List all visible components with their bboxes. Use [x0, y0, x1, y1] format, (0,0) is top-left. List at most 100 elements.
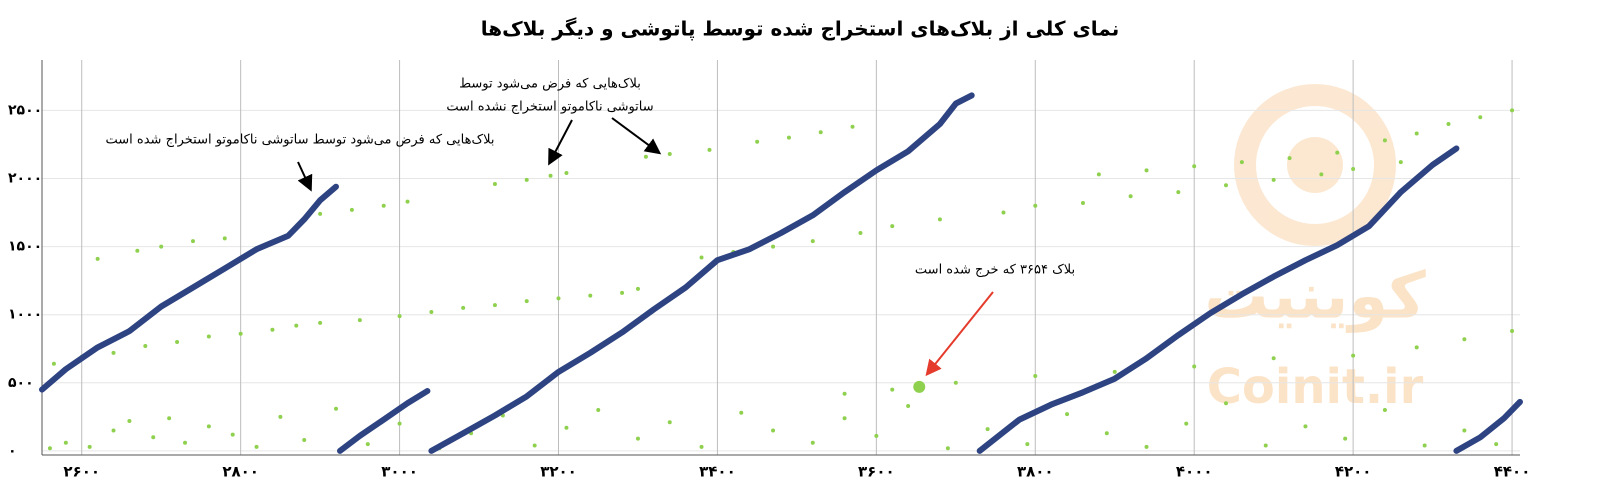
- data-point: [1104, 431, 1109, 436]
- data-point: [175, 339, 180, 344]
- annotation: بلاک‌هایی که فرض می‌شود توسط: [459, 77, 641, 92]
- annotation-arrow: [297, 161, 313, 192]
- data-point: [906, 403, 911, 408]
- data-point: [1223, 183, 1228, 188]
- data-point: [1033, 203, 1038, 208]
- data-point: [771, 428, 776, 433]
- data-point: [1494, 442, 1499, 447]
- data-point: [1446, 122, 1451, 127]
- data-point: [1462, 337, 1467, 342]
- data-point: [1335, 150, 1340, 155]
- data-point: [230, 432, 235, 437]
- y-tick-label: ۲۰۰۰: [8, 171, 42, 187]
- data-point: [294, 323, 299, 328]
- data-point: [937, 217, 942, 222]
- data-point: [1128, 194, 1133, 199]
- data-point: [1382, 408, 1387, 413]
- data-point: [667, 151, 672, 156]
- data-point: [842, 391, 847, 396]
- data-point: [1462, 428, 1467, 433]
- data-point: [1184, 421, 1189, 426]
- data-point: [945, 446, 950, 451]
- data-point: [524, 299, 529, 304]
- data-point: [63, 440, 68, 445]
- x-tick-label: ۴۲۰۰: [1335, 463, 1372, 481]
- annotation-arrow: [548, 119, 573, 166]
- data-point: [858, 230, 863, 235]
- x-tick-label: ۲۶۰۰: [63, 463, 100, 481]
- data-point: [556, 296, 561, 301]
- y-tick-label: ۱۵۰۰: [8, 239, 42, 255]
- data-point: [739, 410, 744, 415]
- data-point: [548, 173, 553, 178]
- data-point: [953, 380, 958, 385]
- x-tick-label: ۳۰۰۰: [381, 463, 418, 481]
- data-point: [1192, 364, 1197, 369]
- data-point: [1414, 345, 1419, 350]
- data-point: [349, 207, 354, 212]
- data-point: [810, 239, 815, 244]
- data-point: [405, 199, 410, 204]
- data-point: [238, 331, 243, 336]
- data-point: [397, 314, 402, 319]
- x-tick-label: ۳۲۰۰: [540, 463, 577, 481]
- data-point: [771, 244, 776, 249]
- data-point: [111, 428, 116, 433]
- data-point: [1176, 190, 1181, 195]
- x-tick-label: ۲۸۰۰: [222, 463, 259, 481]
- data-point: [1192, 164, 1197, 169]
- data-point: [111, 350, 116, 355]
- data-point: [564, 171, 569, 176]
- watermark-logo: [1234, 84, 1396, 246]
- data-point: [810, 440, 815, 445]
- data-point: [278, 414, 283, 419]
- data-point: [87, 444, 92, 449]
- data-point: [1080, 201, 1085, 206]
- data-point: [635, 286, 640, 291]
- watermark: Coinit.ir: [1207, 359, 1424, 415]
- data-point: [635, 436, 640, 441]
- data-point: [1510, 108, 1515, 113]
- data-point: [1510, 329, 1515, 334]
- data-point: [1271, 356, 1276, 361]
- data-point: [1025, 442, 1030, 447]
- data-point: [842, 416, 847, 421]
- data-point: [1398, 160, 1403, 165]
- x-tick-label: ۳۶۰۰: [858, 463, 895, 481]
- data-point: [95, 256, 100, 261]
- data-point: [183, 440, 188, 445]
- y-tick-label: ۰: [8, 443, 17, 459]
- data-point: [1239, 160, 1244, 165]
- data-point: [1287, 156, 1292, 161]
- data-point: [492, 181, 497, 186]
- data-point: [1422, 443, 1427, 448]
- y-tick-label: ۵۰۰: [8, 375, 34, 391]
- data-point: [1096, 172, 1101, 177]
- data-point: [1303, 424, 1308, 429]
- data-point: [357, 318, 362, 323]
- data-point: [1382, 138, 1387, 143]
- data-point: [127, 418, 132, 423]
- data-point: [1112, 369, 1117, 374]
- data-point: [1001, 210, 1006, 215]
- data-point: [1351, 166, 1356, 171]
- data-point: [429, 309, 434, 314]
- data-point: [270, 327, 275, 332]
- data-point: [1478, 115, 1483, 120]
- data-point: [381, 203, 386, 208]
- annotation-arrow: [925, 291, 994, 377]
- data-point: [699, 255, 704, 260]
- data-point: [47, 446, 52, 451]
- data-point: [254, 444, 259, 449]
- data-point: [397, 421, 402, 426]
- data-point: [1263, 443, 1268, 448]
- x-tick-label: ۳۸۰۰: [1017, 463, 1054, 481]
- data-point: [755, 139, 760, 144]
- data-point: [318, 211, 323, 216]
- data-point: [143, 344, 148, 349]
- data-point: [1033, 374, 1038, 378]
- data-point: [1065, 412, 1070, 417]
- annotation: بلاک‌هایی که فرض می‌شود توسط ساتوشی ناکا…: [106, 133, 495, 148]
- data-point: [334, 406, 339, 411]
